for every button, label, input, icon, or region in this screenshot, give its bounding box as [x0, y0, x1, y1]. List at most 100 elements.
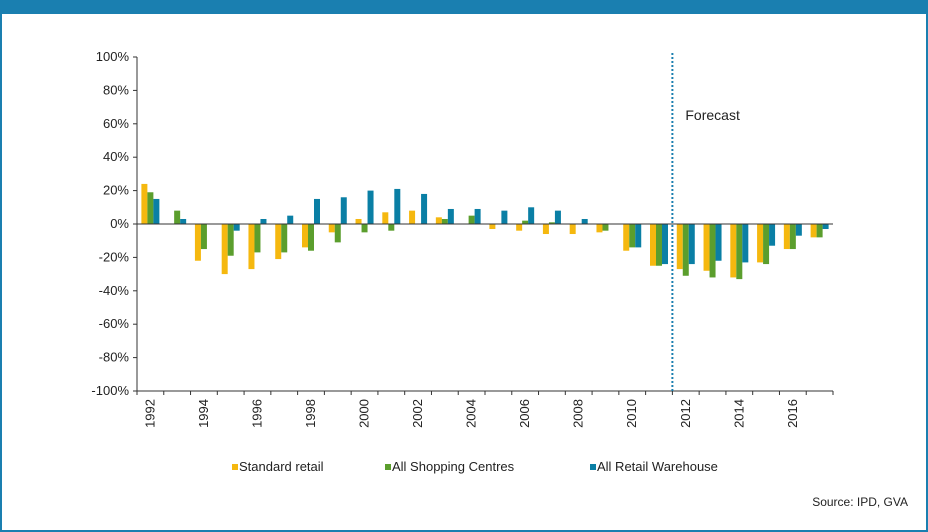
bar — [441, 218, 448, 224]
bar — [703, 224, 710, 271]
bar — [822, 224, 829, 230]
bar — [757, 224, 764, 263]
x-tick-label: 2012 — [678, 399, 693, 428]
y-tick-label: 60% — [103, 116, 129, 131]
bar — [650, 224, 656, 266]
forecast-label: Forecast — [685, 107, 740, 123]
bar — [676, 224, 683, 270]
legend: Standard retail All Shopping Centres All R… — [232, 459, 718, 474]
bar — [569, 224, 576, 235]
bar — [769, 224, 776, 246]
bar — [260, 218, 267, 224]
bar — [542, 224, 549, 235]
bar — [730, 224, 737, 278]
bar — [468, 215, 475, 224]
bar — [447, 208, 454, 224]
y-tick-label: -60% — [99, 316, 130, 331]
bar — [742, 224, 749, 263]
legend-item: All Shopping Centres — [385, 459, 515, 474]
bar — [287, 215, 294, 224]
y-tick-label: -40% — [99, 283, 130, 298]
bar — [141, 183, 148, 224]
legend-label: All Shopping Centres — [392, 459, 515, 474]
y-tick-label: 100% — [96, 49, 130, 64]
bar — [200, 224, 207, 250]
bar — [795, 224, 802, 236]
bar — [816, 224, 823, 238]
bar — [489, 224, 496, 230]
legend-label: All Retail Warehouse — [597, 459, 718, 474]
series-1 — [147, 192, 823, 280]
bar — [682, 224, 689, 276]
y-tick-label: 80% — [103, 82, 129, 97]
bar — [388, 224, 395, 231]
bar — [227, 224, 234, 256]
bar — [180, 218, 187, 224]
bar — [334, 224, 341, 243]
legend-swatch — [385, 464, 391, 470]
legend-item: Standard retail — [232, 459, 324, 474]
y-tick-label: 0% — [110, 216, 129, 231]
bar — [548, 222, 555, 224]
x-tick-label: 2010 — [624, 399, 639, 428]
bar — [715, 224, 722, 261]
bar — [623, 224, 630, 251]
bar — [281, 224, 288, 253]
bar — [367, 190, 374, 224]
bar — [275, 224, 282, 260]
bar — [736, 224, 743, 280]
bar — [435, 217, 442, 224]
bar — [147, 192, 154, 224]
bar — [789, 224, 796, 250]
bar — [596, 224, 603, 233]
bar — [382, 212, 389, 224]
bar — [522, 220, 529, 224]
bar — [409, 210, 416, 224]
bar — [528, 207, 535, 224]
bar — [254, 224, 261, 253]
bar — [174, 210, 181, 224]
series-0 — [141, 183, 817, 278]
x-tick-label: 1998 — [303, 399, 318, 428]
bar — [635, 224, 642, 248]
bar-series — [141, 183, 829, 280]
bar — [501, 210, 508, 224]
bar — [302, 224, 308, 248]
bar — [355, 218, 362, 224]
bar — [709, 224, 716, 278]
bar — [153, 198, 160, 224]
x-tick-label: 2002 — [410, 399, 425, 428]
bar — [308, 224, 314, 251]
x-tick-label: 2006 — [517, 399, 532, 428]
legend-swatch — [590, 464, 596, 470]
bar — [233, 224, 240, 231]
bar — [361, 224, 368, 233]
bar — [248, 224, 255, 270]
bar — [581, 218, 588, 224]
bar — [763, 224, 770, 265]
bar — [810, 224, 817, 238]
legend-item: All Retail Warehouse — [590, 459, 718, 474]
y-tick-label: 20% — [103, 183, 129, 198]
bar — [314, 198, 320, 224]
bar — [221, 224, 228, 275]
bar — [602, 224, 609, 231]
x-tick-label: 1992 — [142, 399, 157, 428]
bar — [194, 224, 201, 261]
bar — [656, 224, 662, 266]
x-tick-label: 2014 — [731, 399, 746, 428]
bar — [688, 224, 695, 265]
bar — [516, 224, 523, 231]
bar — [328, 224, 335, 233]
x-tick-label: 2008 — [571, 399, 586, 428]
y-tick-label: 40% — [103, 149, 129, 164]
x-tick-label: 2004 — [464, 399, 479, 428]
bar — [421, 193, 428, 224]
bar — [474, 208, 481, 224]
bar — [629, 224, 636, 248]
legend-swatch — [232, 464, 238, 470]
source-note: Source: IPD, GVA — [812, 495, 908, 509]
bar — [554, 210, 561, 224]
